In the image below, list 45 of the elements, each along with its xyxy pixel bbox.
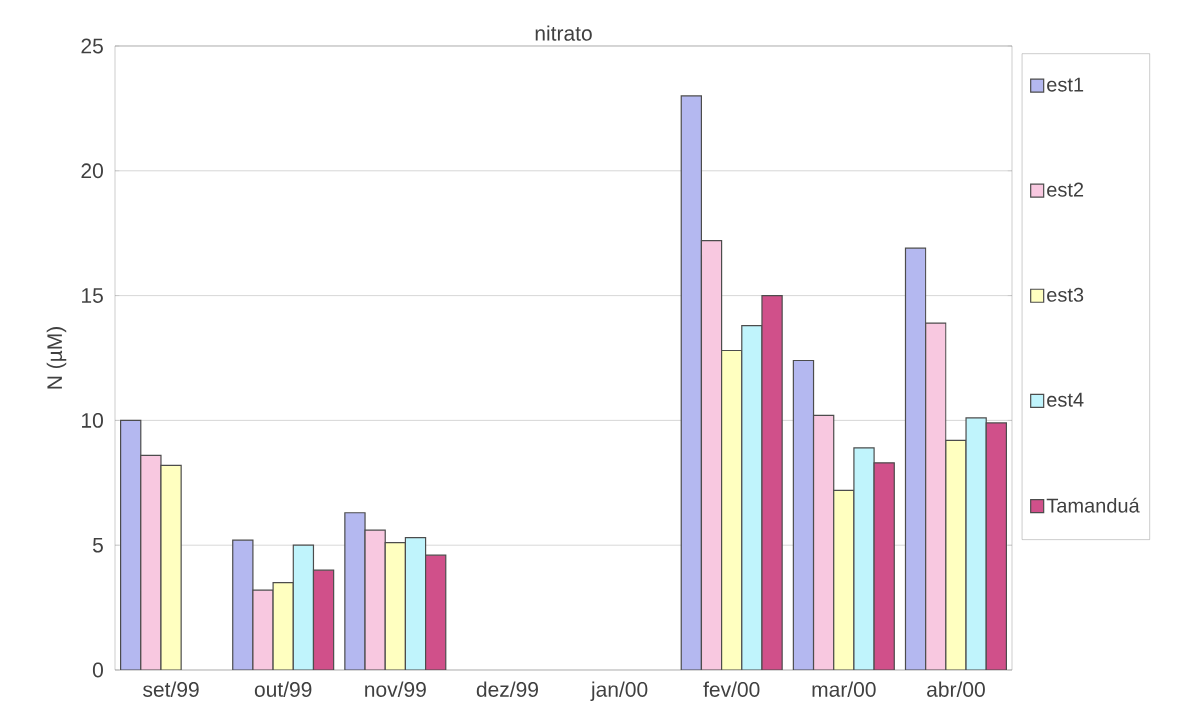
y-tick-label: 15 [82, 288, 103, 303]
bar [232, 540, 253, 670]
bar [721, 349, 743, 670]
bar [365, 530, 386, 670]
bar [792, 359, 815, 670]
x-tick-label: fev/00 [703, 681, 760, 697]
bar [873, 462, 895, 670]
bar [120, 420, 141, 670]
y-tick-label: 0 [92, 662, 103, 678]
legend-label: Tamanduá [1046, 497, 1140, 513]
bar [680, 95, 703, 670]
x-tick-label: mar/00 [812, 681, 876, 697]
bar [293, 545, 314, 670]
y-tick-label: 20 [81, 163, 103, 179]
y-tick-label: 25 [81, 38, 103, 54]
bar [965, 417, 987, 670]
bar [405, 537, 426, 670]
y-axis-title: N (µM) [46, 327, 67, 389]
bar [741, 324, 763, 670]
bar [925, 322, 947, 670]
bar [160, 465, 182, 670]
legend-label: est3 [1047, 287, 1084, 302]
bar [140, 455, 161, 670]
x-tick-label: dez/99 [476, 681, 538, 697]
bar [700, 240, 723, 670]
bar [385, 542, 406, 670]
bar [761, 295, 783, 670]
x-tick-label: jan/00 [590, 681, 648, 702]
x-tick-label: set/99 [143, 681, 199, 697]
legend-label: est2 [1047, 182, 1084, 197]
y-tick-label: 5 [92, 537, 103, 553]
legend-label: est1 [1047, 77, 1084, 92]
bar [833, 489, 855, 670]
bar [425, 555, 446, 670]
bar [904, 247, 927, 670]
bar [313, 570, 334, 670]
legend-label: est4 [1047, 392, 1084, 407]
x-tick-label: out/99 [254, 681, 312, 697]
bar [273, 582, 294, 670]
bar [985, 422, 1007, 670]
chart-title: nitrato [535, 25, 592, 41]
x-tick-label: abr/00 [927, 681, 985, 697]
bar [812, 414, 835, 670]
x-tick-label: nov/99 [365, 681, 426, 697]
y-tick-label: 10 [82, 412, 103, 428]
